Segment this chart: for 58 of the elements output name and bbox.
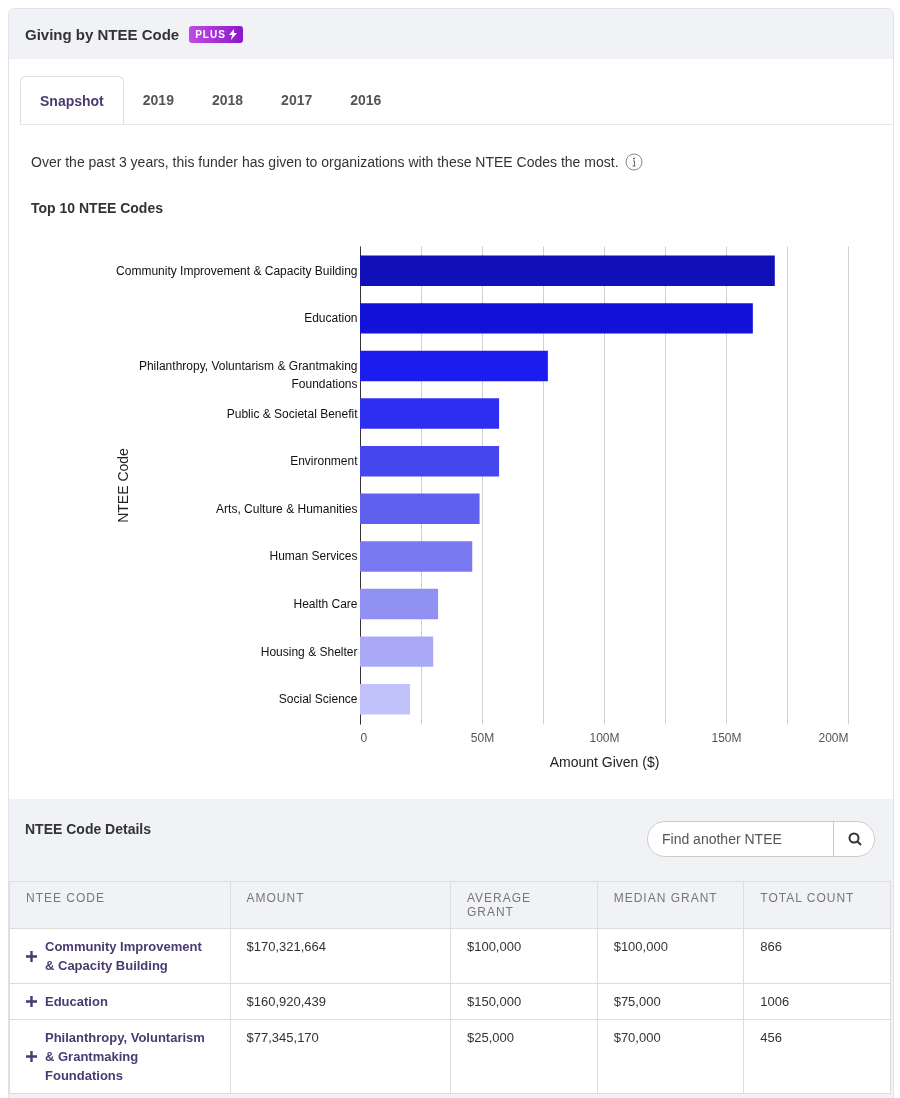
text: $70,000: [597, 1019, 744, 1094]
x-tick-label: 50M: [470, 730, 495, 745]
text: Top 10 NTEE Codes: [31, 200, 163, 216]
text: Community Improvement & Capacity Building: [45, 938, 203, 975]
text: 456: [743, 1019, 891, 1094]
bar: [360, 588, 439, 620]
bar: [360, 303, 753, 334]
bar: [360, 350, 548, 382]
text: $170,321,664: [230, 928, 451, 984]
y-tick-label: Arts, Culture & Humanities: [216, 501, 358, 516]
bar: [360, 445, 500, 477]
text: Snapshot: [20, 76, 124, 124]
y-tick-label: Environment: [290, 454, 359, 469]
text: $25,000: [450, 1019, 598, 1094]
bar: [360, 684, 411, 715]
text: 2018: [210, 91, 245, 110]
text: Education: [45, 993, 108, 1011]
x-tick-label: 200M: [818, 730, 849, 745]
text: AMOUNT: [230, 881, 451, 929]
bar: [360, 493, 480, 525]
x-tick-label: 0: [360, 730, 368, 745]
bar: [360, 636, 434, 667]
text: PLUS: [189, 25, 243, 43]
text: AVERAGE GRANT: [450, 881, 598, 929]
text: $150,000: [450, 983, 598, 1020]
x-axis-title: Amount Given ($): [549, 753, 660, 770]
text: TOTAL COUNT: [743, 881, 891, 929]
y-tick-label: Education: [304, 311, 358, 326]
bar: [360, 541, 473, 572]
text: 1006: [743, 983, 891, 1020]
text: 2019: [141, 91, 175, 110]
y-tick-label: Housing & Shelter: [260, 644, 358, 659]
text: Philanthropy, Voluntarism & Grantmaking Foundations: [45, 1029, 206, 1085]
y-axis-title: NTEE Code: [114, 447, 131, 523]
text: NTEE Code Details: [25, 821, 152, 837]
y-tick-label: Community Improvement & Capacity Building: [116, 263, 358, 278]
text: 2017: [280, 91, 314, 110]
y-tick-label: Philanthropy, Voluntarism & Grantmaking Foundations: [138, 358, 358, 391]
text: $77,345,170: [230, 1019, 451, 1094]
x-tick-label: 150M: [711, 730, 742, 745]
text: 2016: [349, 91, 383, 110]
text: MEDIAN GRANT: [597, 881, 744, 929]
text: $100,000: [450, 928, 598, 984]
bar: [360, 398, 500, 429]
y-tick-label: Social Science: [278, 692, 358, 707]
y-tick-label: Human Services: [269, 549, 358, 564]
bar: [360, 255, 775, 286]
text: Over the past 3 years, this funder has given to organizations with these NTEE Codes the most.: [31, 154, 619, 170]
x-tick-label: 100M: [589, 730, 620, 745]
text: NTEE CODE: [9, 881, 231, 929]
y-tick-label: Health Care: [293, 597, 358, 612]
text: $75,000: [597, 983, 744, 1020]
text: $100,000: [597, 928, 744, 984]
search-field: Find another NTEE: [647, 821, 875, 857]
text: $160,920,439: [230, 983, 451, 1020]
text: 866: [743, 928, 891, 984]
text: Giving by NTEE Code: [25, 25, 180, 43]
y-tick-label: Public & Societal Benefit: [226, 406, 359, 421]
